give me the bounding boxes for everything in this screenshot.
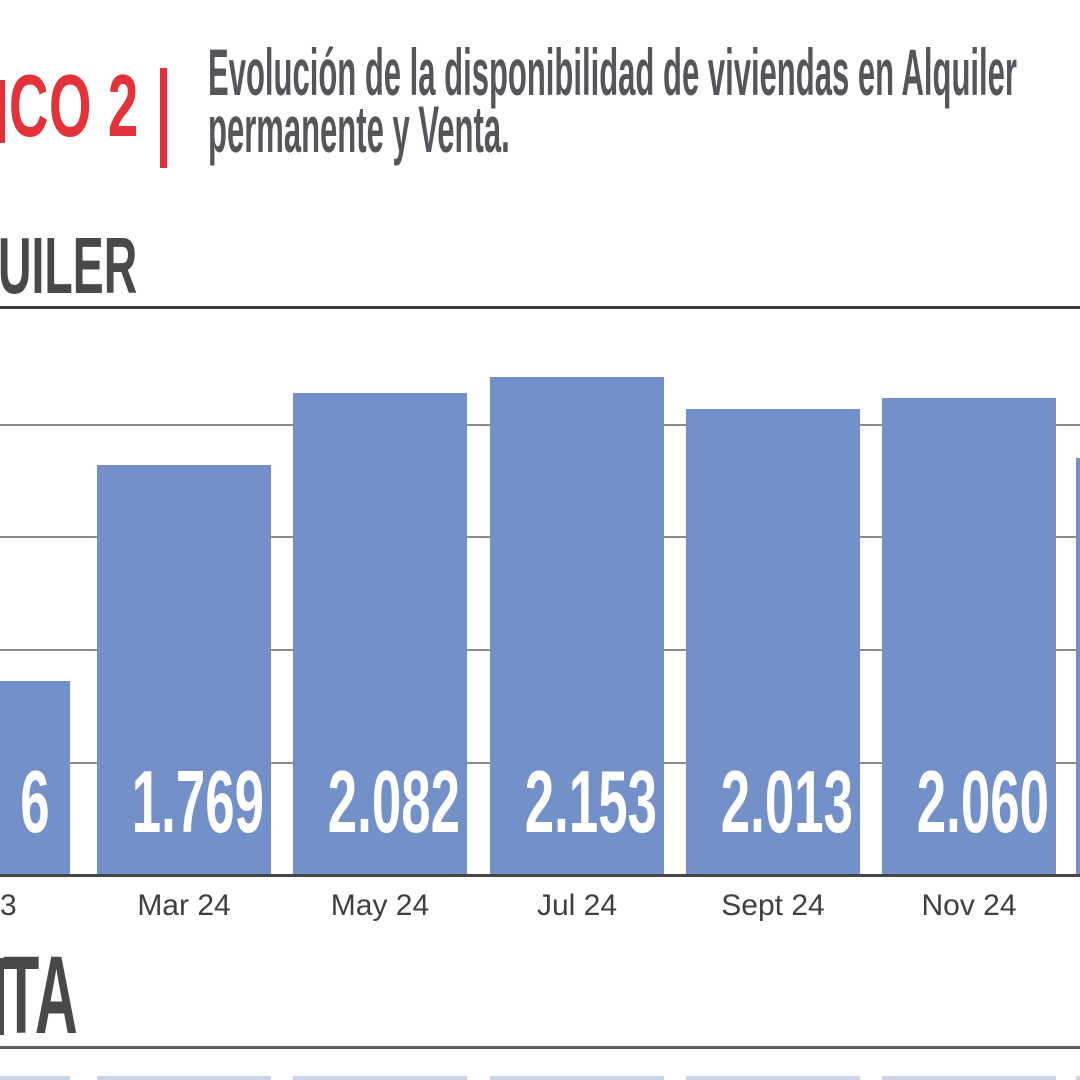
venta-bar-top-fragment (882, 1076, 1056, 1080)
bar-may-24: 2.082 (293, 393, 467, 875)
venta-bar-top-fragment (490, 1076, 664, 1080)
bar-value-label: 2.060 (916, 752, 1049, 851)
bar-value-label: 1.769 (131, 752, 264, 851)
venta-bar-top-fragment (686, 1076, 860, 1080)
x-axis-label: Jul 24 (536, 889, 618, 922)
venta-bar-top-fragment (1076, 1076, 1080, 1080)
bar-sept-24: 2.013 (686, 409, 860, 875)
bar-mar-24: 1.769 (97, 465, 271, 875)
bar-value-label: 2.082 (327, 752, 460, 851)
clipped-red-glyph-fragment (0, 80, 5, 143)
chart-title-line2: permanente y Venta. (208, 92, 510, 166)
section-heading-venta-fragment: TA (3, 934, 78, 1057)
venta-bar-top-fragment (97, 1076, 271, 1080)
section-heading-alquiler-fragment: UILER (0, 221, 138, 310)
x-axis-label: Mar 24 (137, 889, 231, 922)
gridline-2500 (0, 306, 1080, 309)
bar-jul-24: 2.153 (490, 377, 664, 875)
x-axis-label-fragment: 3 (0, 889, 17, 922)
x-axis-label: Sept 24 (721, 889, 825, 922)
x-axis-baseline (0, 874, 1080, 877)
title-divider-bar (160, 68, 167, 168)
venta-chart-top-gridline (0, 1046, 1080, 1049)
venta-bar-top-fragment (0, 1076, 70, 1080)
graphic-number-label: CO 2 (9, 56, 139, 155)
bar-clipped-left: 6 (0, 681, 70, 875)
clipped-dark-glyph-fragment (0, 958, 4, 1035)
bar-nov-24: 2.060 (882, 398, 1056, 875)
bar-value-label: 2.153 (524, 752, 657, 851)
bar-value-label: 2.013 (720, 752, 853, 851)
x-axis-label: May 24 (330, 889, 430, 922)
bar-value-label: 6 (20, 752, 50, 851)
chart-title: Evolución de la disponibilidad de vivien… (208, 35, 1017, 166)
x-axis-label: Nov 24 (921, 889, 1017, 922)
bar-clipped-right (1076, 458, 1080, 875)
venta-bar-top-fragment (293, 1076, 467, 1080)
chart-title-line1: Evolución de la disponibilidad de vivien… (208, 35, 1017, 109)
